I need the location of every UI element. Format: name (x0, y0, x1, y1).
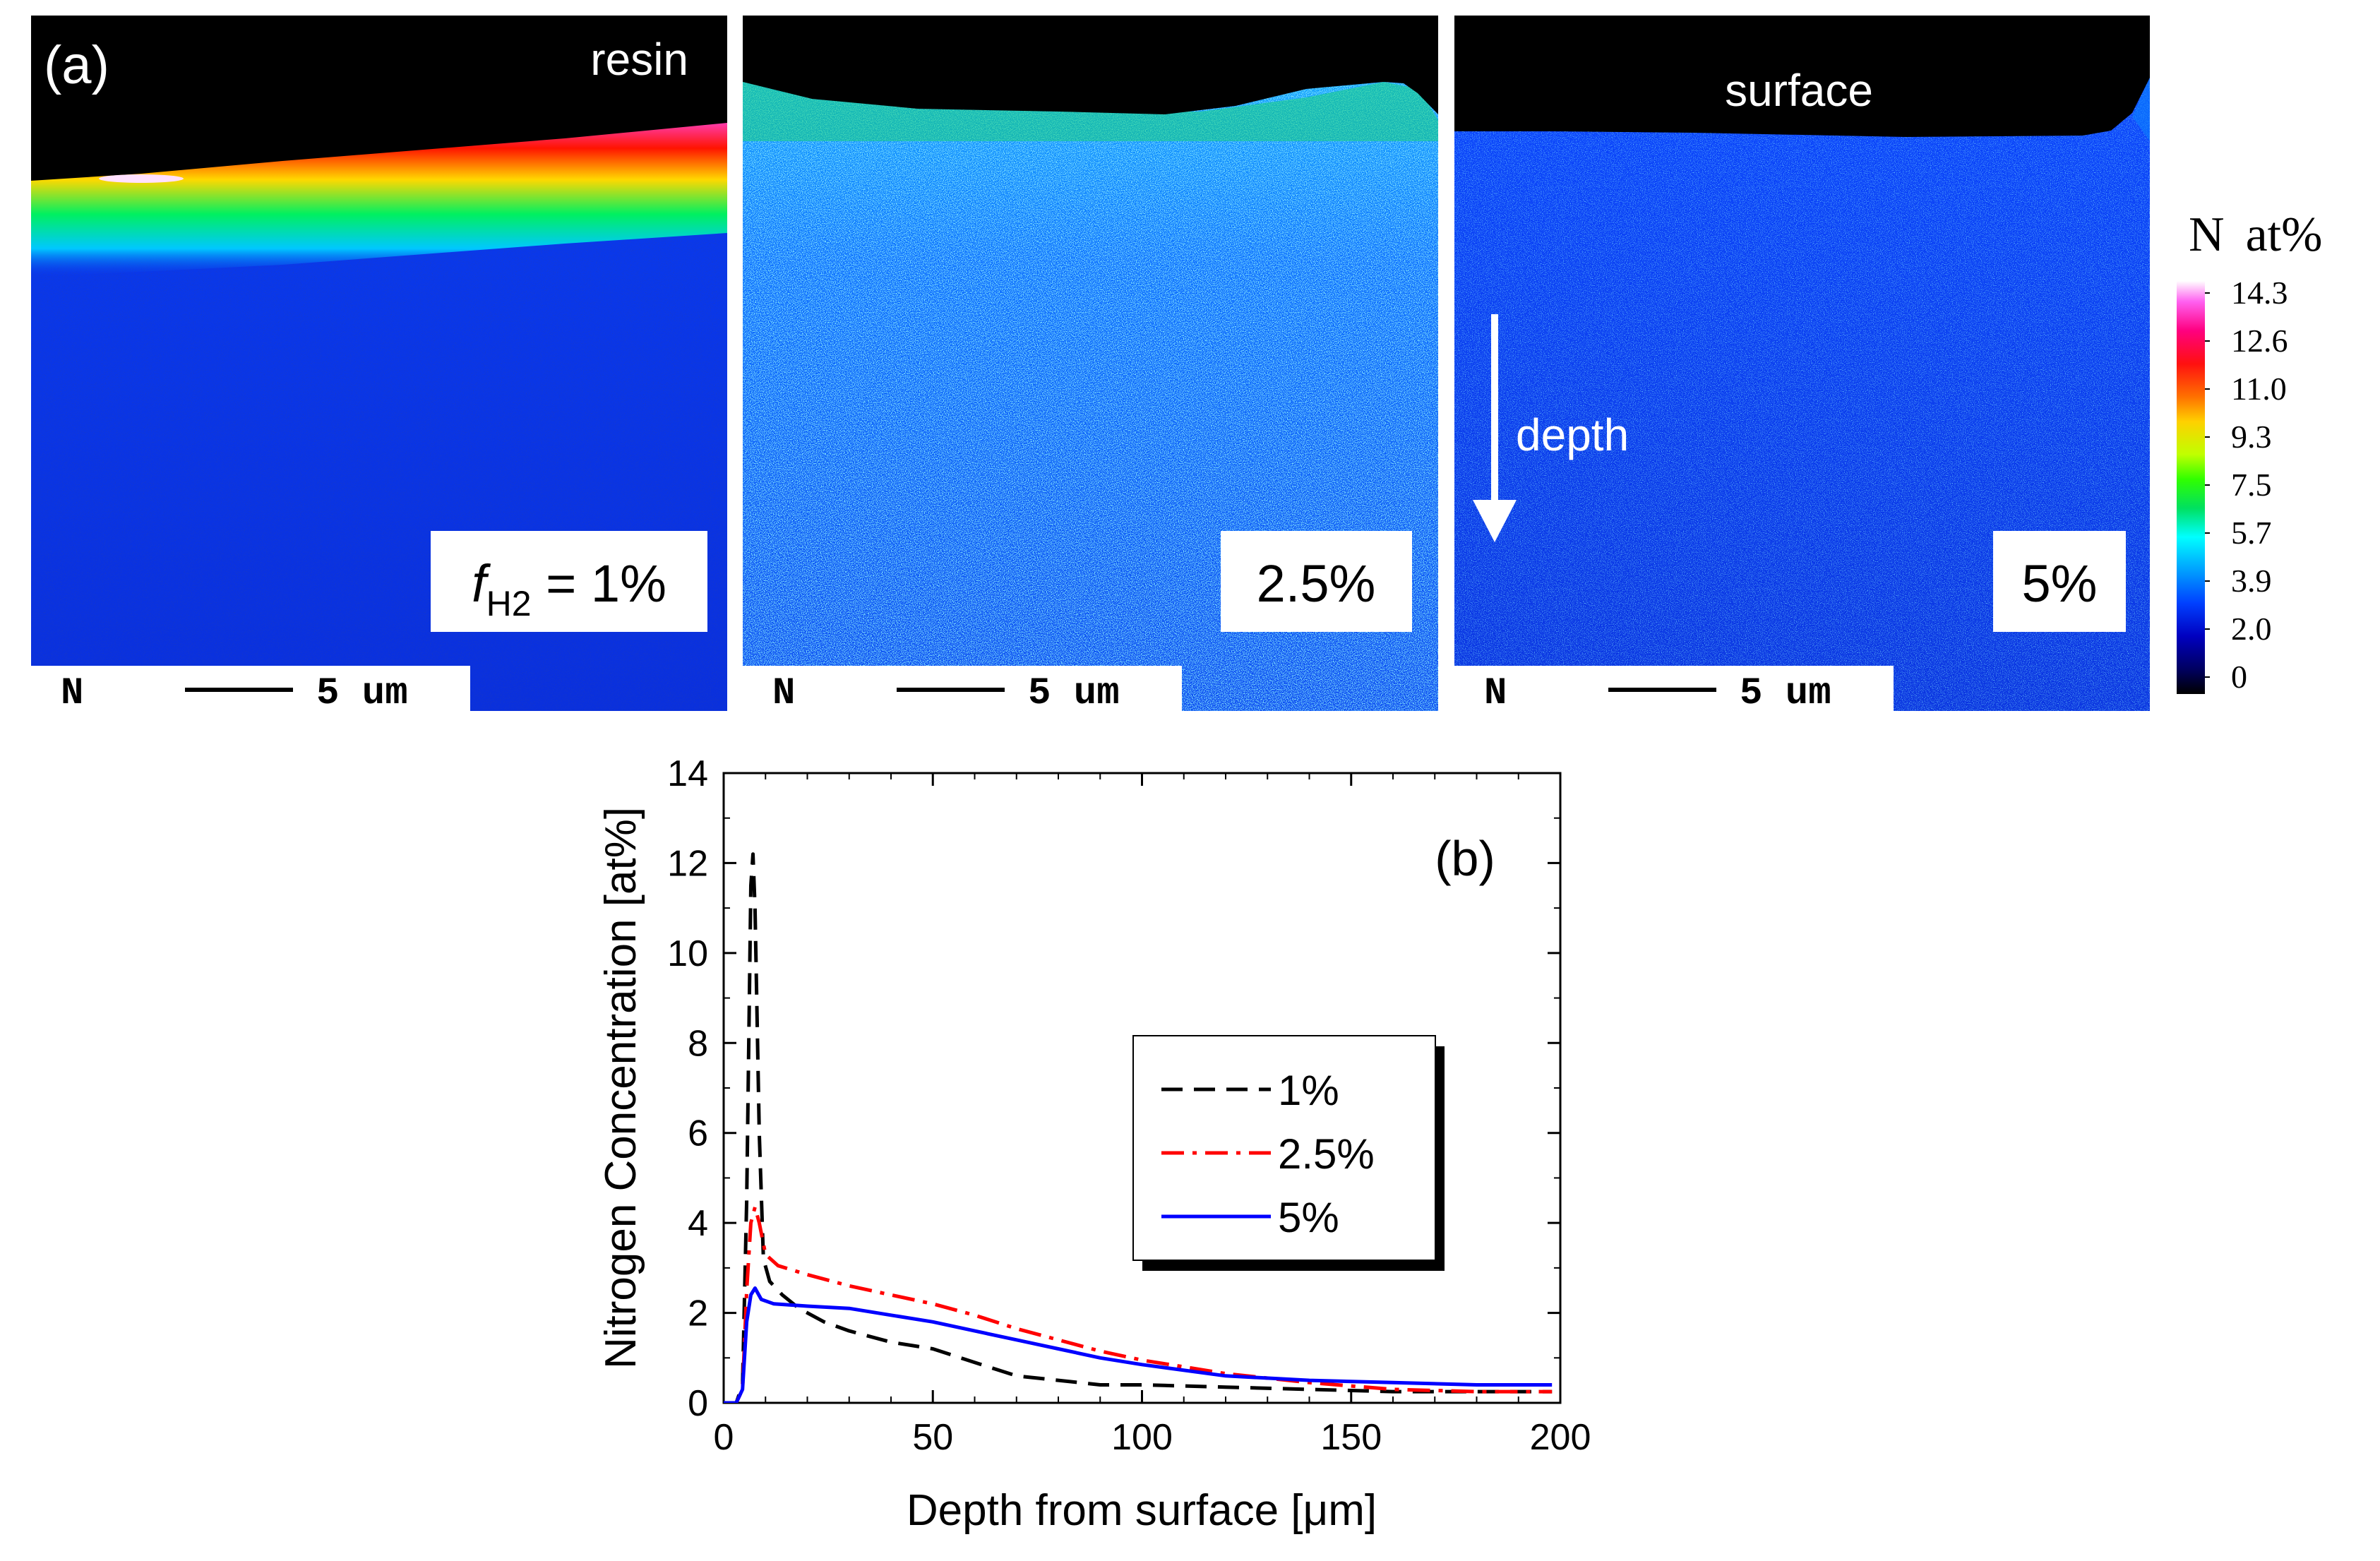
colorbar-tick-label: 12.6 (2231, 323, 2288, 359)
map-1-percent (31, 16, 727, 711)
map-3-edge-glow (2132, 78, 2150, 141)
x-axis: 0 50 100 150 200 (714, 773, 1591, 1458)
y-tick-label: 6 (688, 1113, 708, 1154)
map-1-scalebar-element: N (61, 672, 83, 715)
series-line-1 (724, 852, 1553, 1403)
x-tick-label: 150 (1320, 1417, 1382, 1458)
x-tick-label: 200 (1530, 1417, 1591, 1458)
x-tick-label: 100 (1111, 1417, 1173, 1458)
map-2-scalebar-element: N (772, 672, 795, 715)
map-2-label-box (1221, 531, 1412, 632)
map-2-label: 2.5% (1257, 554, 1376, 613)
colorbar-tick-label: 5.7 (2231, 515, 2272, 551)
legend-label-2: 2.5% (1278, 1130, 1375, 1178)
panel-b-label: (b) (1435, 831, 1495, 886)
map-1-scalebar-text: 5 um (316, 672, 408, 715)
colorbar-tick-label: 9.3 (2231, 419, 2272, 455)
legend-label-1: 1% (1278, 1067, 1339, 1114)
depth-label: depth (1516, 409, 1629, 460)
colorbar-gradient (2177, 281, 2205, 694)
legend-label-3: 5% (1278, 1194, 1339, 1241)
map-1-nitrided-band (31, 120, 727, 277)
map-1-label: fH2 = 1% (472, 554, 666, 623)
y-tick-label: 8 (688, 1023, 708, 1064)
x-tick-label: 50 (912, 1417, 953, 1458)
x-tick-label: 0 (714, 1417, 734, 1458)
colorbar-title-element: N (2189, 208, 2225, 262)
map-3-label-box (1993, 531, 2126, 632)
y-axis-label: Nitrogen Concentration [at%] (597, 807, 645, 1369)
colorbar-tick-label: 0 (2231, 659, 2247, 695)
colorbar-tick-label: 7.5 (2231, 467, 2272, 503)
depth-arrow-head (1473, 500, 1517, 542)
y-axis: 0 2 4 6 8 10 12 14 (667, 753, 1560, 1424)
map-3-scalebar-element: N (1484, 672, 1507, 715)
colorbar-tick-label: 14.3 (2231, 275, 2288, 311)
legend: 1% 2.5% 5% (1161, 1067, 1375, 1241)
map-1-hotspot (99, 174, 184, 183)
y-tick-label: 2 (688, 1293, 708, 1334)
x-axis-label: Depth from surface [μm] (907, 1486, 1377, 1535)
colorbar-tick-label: 3.9 (2231, 563, 2272, 599)
map-3-resin-region (1454, 16, 2150, 137)
f-value: = 1% (532, 554, 666, 613)
map-3-label: 5% (2022, 554, 2098, 613)
y-tick-label: 0 (688, 1383, 708, 1424)
surface-label: surface (1725, 65, 1873, 116)
series-group (724, 852, 1553, 1403)
colorbar-tick-label: 11.0 (2231, 371, 2287, 407)
map-2-resin-region (743, 16, 1438, 114)
y-tick-label: 12 (667, 843, 708, 884)
line-chart: 0 50 100 150 200 0 2 4 6 8 10 12 14 (b) 1% 2.5% 5% De… (597, 753, 1591, 1535)
map-3-scalebar-text: 5 um (1740, 672, 1831, 715)
colorbar-ticks: 14.3 12.6 11.0 9.3 7.5 5.7 3.9 2.0 0 (2205, 275, 2288, 695)
resin-label: resin (590, 34, 688, 85)
map-1-label-box (431, 531, 707, 632)
panel-a-label: (a) (44, 35, 109, 95)
y-tick-label: 14 (667, 753, 708, 794)
colorbar-title-unit: at% (2246, 208, 2323, 262)
y-tick-label: 10 (667, 933, 708, 974)
map-2-scalebar-text: 5 um (1028, 672, 1120, 715)
map-2-surface-layer (743, 78, 1438, 141)
colorbar-tick-label: 2.0 (2231, 611, 2272, 647)
legend-box (1132, 1035, 1436, 1261)
f-subscript: H2 (486, 584, 532, 623)
map-1-resin-region (31, 16, 727, 181)
series-line-3 (724, 1286, 1553, 1403)
y-tick-label: 4 (688, 1203, 708, 1244)
